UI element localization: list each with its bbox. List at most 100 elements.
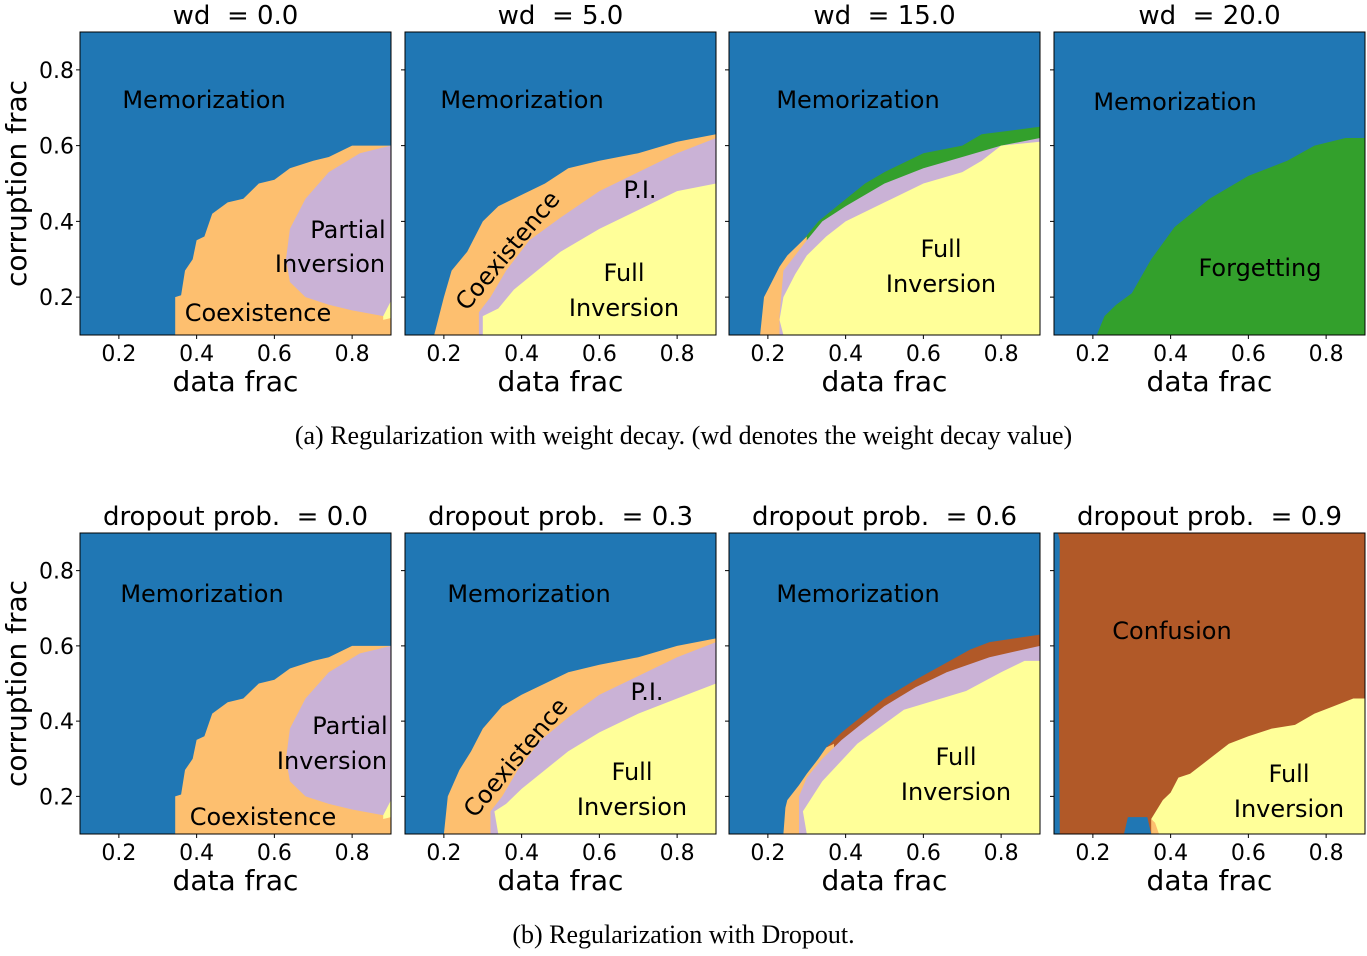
plot-frame — [728, 31, 1041, 336]
phase-panel-8: dropout prob. = 0.9 0.2 0.4 0.6 0.8 data frac… — [1050, 502, 1366, 897]
phase-label: Inversion — [886, 270, 996, 298]
phase-panel-4: wd = 20.0 0.2 0.4 0.6 0.8 data frac Memorizati… — [1050, 1, 1366, 398]
phase-label: Full — [920, 235, 961, 263]
region-partial-inversion — [286, 645, 391, 816]
phase-label: Inversion — [277, 747, 387, 775]
x-tick-label: 0.2 — [101, 841, 136, 866]
region-full-inversion — [482, 183, 716, 335]
phase-panel-2: wd = 5.0 0.2 0.4 0.6 0.8 data frac Memorizatio… — [401, 1, 717, 398]
x-tick-label: 0.2 — [750, 342, 785, 367]
panel-title: dropout prob. = 0.3 — [428, 502, 693, 532]
plot-frame — [1053, 31, 1366, 336]
region-full-inversion — [1151, 698, 1365, 834]
x-axis-label: data frac — [173, 864, 299, 897]
x-tick-label: 0.8 — [1309, 342, 1344, 367]
x-tick-label: 0.4 — [1153, 841, 1188, 866]
plot-frame — [404, 532, 717, 835]
x-tick-label: 0.4 — [504, 841, 539, 866]
y-tick-label: 0.6 — [39, 135, 74, 160]
x-axis-label: data frac — [1147, 365, 1273, 398]
x-tick-label: 0.4 — [179, 841, 214, 866]
plot-frame — [79, 31, 392, 336]
x-tick-label: 0.8 — [335, 841, 370, 866]
x-axis-label: data frac — [498, 365, 624, 398]
phase-label: Coexistence — [190, 803, 337, 831]
x-tick-label: 0.2 — [101, 342, 136, 367]
region-full-inversion — [494, 683, 716, 834]
caption-b: (b) Regularization with Dropout. — [512, 920, 855, 949]
x-axis-label: data frac — [1147, 864, 1273, 897]
x-tick-label: 0.8 — [984, 841, 1019, 866]
phase-label: Full — [611, 758, 652, 786]
x-tick-label: 0.8 — [660, 342, 695, 367]
phase-panel-5: dropout prob. = 0.0 0.2 0.4 0.6 0.8 0.2 0.4 0.6… — [0, 502, 392, 897]
plot-frame — [404, 31, 717, 336]
panel-title: wd = 20.0 — [1138, 1, 1280, 31]
x-axis-label: data frac — [822, 864, 948, 897]
panel-title: wd = 5.0 — [498, 1, 624, 31]
phase-label: P.I. — [623, 176, 656, 204]
x-tick-label: 0.6 — [906, 342, 941, 367]
x-axis-label: data frac — [498, 864, 624, 897]
phase-panel-7: dropout prob. = 0.6 0.2 0.4 0.6 0.8 data frac… — [725, 502, 1041, 897]
x-tick-label: 0.6 — [906, 841, 941, 866]
x-tick-label: 0.8 — [335, 342, 370, 367]
y-tick-label: 0.4 — [39, 710, 74, 735]
phase-label: Inversion — [1234, 795, 1344, 823]
phase-label: Full — [603, 259, 644, 287]
phase-label: Inversion — [569, 294, 679, 322]
phase-panel-6: dropout prob. = 0.3 0.2 0.4 0.6 0.8 data frac… — [401, 502, 717, 897]
x-tick-label: 0.2 — [426, 841, 461, 866]
x-tick-label: 0.2 — [426, 342, 461, 367]
x-tick-label: 0.2 — [1075, 342, 1110, 367]
x-tick-label: 0.2 — [750, 841, 785, 866]
region-partial-inversion — [286, 145, 391, 317]
phase-label: P.I. — [630, 678, 663, 706]
phase-panel-1: wd = 0.0 0.2 0.4 0.6 0.8 0.2 0.4 0.6 0.8 data fra… — [0, 1, 392, 398]
panel-title: wd = 0.0 — [173, 1, 299, 31]
region-full-inversion — [779, 141, 1040, 335]
region-forgetting — [1096, 138, 1365, 335]
y-axis-label: corruption frac — [0, 80, 33, 287]
phase-panel-3: wd = 15.0 0.2 0.4 0.6 0.8 data frac Memorizati… — [725, 1, 1041, 398]
x-tick-label: 0.6 — [257, 342, 292, 367]
phase-label: Coexistence — [185, 299, 332, 327]
panel-title: dropout prob. = 0.0 — [103, 502, 368, 532]
y-tick-label: 0.4 — [39, 210, 74, 235]
phase-label: Full — [935, 743, 976, 771]
region-full-inversion — [383, 300, 391, 320]
x-tick-label: 0.8 — [984, 342, 1019, 367]
y-tick-label: 0.2 — [39, 785, 74, 810]
x-tick-label: 0.2 — [1075, 841, 1110, 866]
phase-label: Confusion — [1112, 617, 1231, 645]
x-tick-label: 0.4 — [179, 342, 214, 367]
phase-label: Memorization — [1093, 88, 1256, 116]
x-tick-label: 0.4 — [1153, 342, 1188, 367]
x-tick-label: 0.4 — [828, 841, 863, 866]
x-tick-label: 0.6 — [582, 841, 617, 866]
x-axis-label: data frac — [822, 365, 948, 398]
phase-label: Forgetting — [1198, 254, 1321, 282]
phase-label: Inversion — [275, 250, 385, 278]
x-tick-label: 0.4 — [828, 342, 863, 367]
x-tick-label: 0.8 — [660, 841, 695, 866]
region-full-inversion — [802, 660, 1040, 834]
plot-frame — [728, 532, 1041, 835]
x-tick-label: 0.8 — [1309, 841, 1344, 866]
panel-title: wd = 15.0 — [813, 1, 955, 31]
panel-title: dropout prob. = 0.9 — [1077, 502, 1342, 532]
phase-label: Full — [1268, 760, 1309, 788]
phase-label: Inversion — [901, 778, 1011, 806]
phase-label: Partial — [312, 712, 387, 740]
phase-label: Memorization — [776, 86, 939, 114]
phase-label: Memorization — [122, 86, 285, 114]
x-tick-label: 0.4 — [504, 342, 539, 367]
y-tick-label: 0.2 — [39, 286, 74, 311]
plot-frame — [79, 532, 392, 835]
phase-label: Memorization — [447, 580, 610, 608]
y-axis-label: corruption frac — [0, 580, 33, 787]
plot-frame — [1053, 532, 1366, 835]
y-tick-label: 0.6 — [39, 635, 74, 660]
x-tick-label: 0.6 — [582, 342, 617, 367]
